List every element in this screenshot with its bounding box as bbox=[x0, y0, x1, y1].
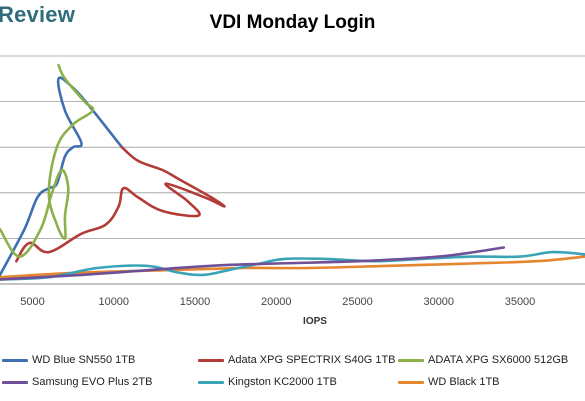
x-tick-label: 20000 bbox=[261, 296, 292, 308]
series-line-wd-black-1tb bbox=[0, 255, 585, 279]
legend-swatch bbox=[2, 358, 28, 362]
legend-label: WD Black 1TB bbox=[428, 376, 500, 388]
x-tick-label: 25000 bbox=[342, 296, 373, 308]
gridlines bbox=[0, 55, 585, 239]
x-tick-label: 10000 bbox=[98, 296, 129, 308]
series-line-samsung-evo-plus-2tb bbox=[0, 246, 506, 281]
legend-swatch bbox=[398, 380, 424, 384]
x-tick-label: 35000 bbox=[505, 296, 536, 308]
legend-label: Adata XPG SPECTRIX S40G 1TB bbox=[228, 354, 396, 366]
legend: WD Blue SN550 1TB Adata XPG SPECTRIX S40… bbox=[0, 346, 585, 401]
x-tick-label: 30000 bbox=[423, 296, 454, 308]
chart-title: VDI Monday Login bbox=[209, 12, 376, 33]
legend-swatch bbox=[198, 358, 224, 362]
series-line-kingston-kc2000-1tb bbox=[0, 250, 585, 281]
x-tick-labels: 5000 10000 15000 20000 25000 30000 35000 bbox=[20, 296, 535, 308]
legend-swatch bbox=[198, 380, 224, 384]
series-lines bbox=[0, 63, 585, 281]
series-line-adata-xpg-spectrix-s40g-1tb bbox=[15, 145, 226, 263]
legend-label: WD Blue SN550 1TB bbox=[32, 354, 136, 366]
legend-item-samsung-evo: Samsung EVO Plus 2TB bbox=[2, 375, 152, 389]
x-tick-label: 5000 bbox=[20, 296, 44, 308]
x-tick-label: 15000 bbox=[180, 296, 211, 308]
legend-item-wd-blue: WD Blue SN550 1TB bbox=[2, 353, 135, 367]
legend-label: ADATA XPG SX6000 512GB bbox=[428, 354, 569, 366]
legend-swatch bbox=[398, 358, 424, 362]
legend-label: Samsung EVO Plus 2TB bbox=[32, 376, 153, 388]
legend-item-kingston: Kingston KC2000 1TB bbox=[198, 375, 337, 389]
legend-item-wd-black: WD Black 1TB bbox=[398, 375, 500, 389]
legend-item-adata-spectrix: Adata XPG SPECTRIX S40G 1TB bbox=[198, 353, 396, 367]
legend-label: Kingston KC2000 1TB bbox=[228, 376, 337, 388]
review-watermark: Review bbox=[0, 2, 76, 27]
legend-swatch bbox=[2, 380, 28, 384]
series-line-adata-xpg-sx6000-512gb bbox=[0, 63, 95, 258]
x-axis-label: IOPS bbox=[303, 316, 327, 327]
legend-item-adata-sx6000: ADATA XPG SX6000 512GB bbox=[398, 353, 568, 367]
